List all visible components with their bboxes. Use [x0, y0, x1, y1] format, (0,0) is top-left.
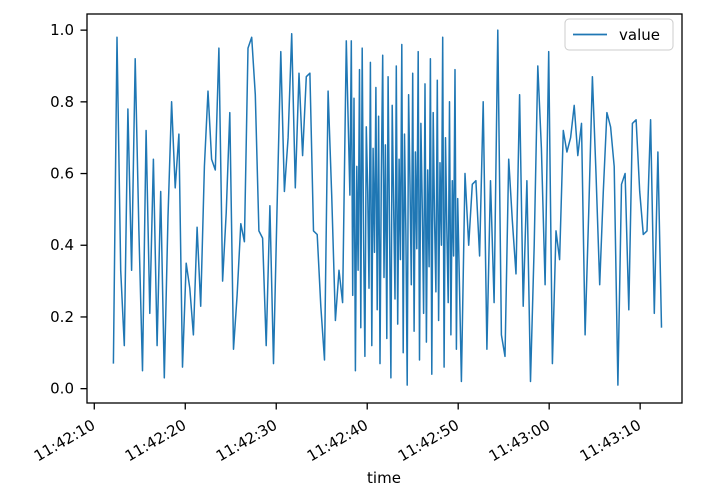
legend-box — [564, 18, 674, 51]
y-tick-label: 0.8 — [50, 93, 74, 111]
x-tick-label: 11:42:40 — [304, 416, 371, 465]
legend-label: value — [619, 26, 660, 44]
plot-border — [86, 13, 683, 404]
y-tick-label: 0.0 — [50, 380, 74, 398]
x-tick-label: 11:43:10 — [577, 416, 644, 465]
x-axis-ticks: 11:42:10 11:42:20 11:42:30 11:42:40 11:42:50… — [31, 403, 644, 465]
x-tick-label: 11:42:10 — [31, 416, 98, 465]
x-tick-label: 11:42:50 — [395, 416, 462, 465]
y-tick-label: 0.4 — [50, 236, 74, 254]
data-series — [112, 29, 663, 386]
x-tick-label: 11:42:30 — [213, 416, 280, 465]
legend: value — [564, 18, 674, 51]
y-tick-label: 1.0 — [50, 21, 74, 39]
x-tick-label: 11:43:00 — [486, 416, 553, 465]
value-line — [112, 29, 663, 386]
x-tick-label: 11:42:20 — [122, 416, 189, 465]
y-axis-ticks: 0.0 0.2 0.4 0.6 0.8 1.0 — [50, 21, 87, 398]
x-axis-label: time — [367, 469, 401, 487]
y-tick-label: 0.2 — [50, 308, 74, 326]
y-tick-label: 0.6 — [50, 165, 74, 183]
